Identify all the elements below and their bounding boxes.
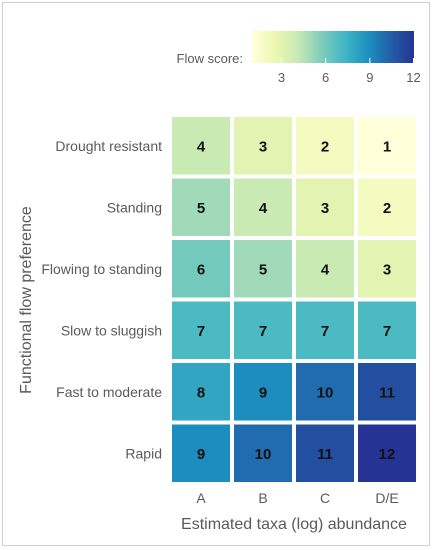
heatmap-cell (234, 363, 292, 421)
heatmap-cell (234, 240, 292, 298)
heatmap-cell (234, 424, 292, 482)
heatmap-cell (358, 240, 416, 298)
y-axis-title: Functional flow preference (18, 206, 35, 394)
heatmap-cell (172, 178, 230, 236)
heatmap-cell (296, 117, 354, 175)
legend-tick-label: 12 (406, 70, 420, 85)
y-tick-label: Rapid (125, 445, 162, 461)
cell-value-label: 9 (259, 384, 267, 401)
heatmap-cell (172, 363, 230, 421)
heatmap-cell (296, 301, 354, 359)
heatmap-cell (234, 301, 292, 359)
y-tick-label: Drought resistant (55, 138, 162, 154)
cell-value-label: 11 (317, 446, 333, 463)
cell-value-label: 5 (197, 200, 205, 217)
cell-value-label: 3 (383, 261, 391, 278)
cell-value-label: 2 (383, 200, 391, 217)
cell-value-label: 9 (197, 446, 205, 463)
cell-value-label: 7 (259, 323, 267, 340)
heatmap-cell (172, 117, 230, 175)
x-tick-label: A (196, 490, 206, 506)
heatmap-cell (358, 424, 416, 482)
cell-value-label: 4 (259, 200, 268, 217)
heatmap-cell (296, 424, 354, 482)
cell-value-label: 3 (259, 138, 267, 155)
heatmap-cell (358, 363, 416, 421)
cell-value-label: 6 (197, 261, 205, 278)
cell-value-label: 1 (383, 138, 391, 155)
cell-value-label: 11 (379, 384, 395, 401)
cell-value-label: 10 (255, 446, 272, 463)
cell-value-label: 7 (383, 323, 391, 340)
legend-title: Flow score: (177, 51, 243, 66)
x-tick-labels: A B C D/E (196, 490, 398, 506)
cell-value-label: 4 (197, 138, 206, 155)
cell-value-label: 8 (197, 384, 205, 401)
x-tick-label: D/E (375, 490, 398, 506)
y-tick-label: Slow to sluggish (61, 322, 162, 338)
y-tick-label: Flowing to standing (41, 261, 162, 277)
heatmap-cell (234, 178, 292, 236)
heatmap-cell (296, 240, 354, 298)
cell-value-label: 4 (321, 261, 330, 278)
legend-tick-label: 9 (366, 70, 373, 85)
cell-value-label: 2 (321, 138, 329, 155)
legend-tick-label: 6 (322, 70, 329, 85)
legend-colorbar (252, 31, 414, 63)
x-tick-label: C (320, 490, 330, 506)
heatmap-cell (296, 363, 354, 421)
cell-value-label: 3 (321, 200, 329, 217)
legend: Flow score: 3 6 9 12 (177, 31, 421, 85)
y-tick-label: Fast to moderate (56, 384, 162, 400)
heatmap-cell (172, 240, 230, 298)
heatmap-cell (234, 117, 292, 175)
heatmap-cell (358, 117, 416, 175)
x-axis-title: Estimated taxa (log) abundance (181, 516, 407, 533)
cell-value-label: 5 (259, 261, 267, 278)
x-tick-label: B (258, 490, 267, 506)
y-tick-labels: Drought resistant Standing Flowing to stan… (41, 138, 162, 462)
heatmap-cell (172, 424, 230, 482)
cell-value-label: 10 (317, 384, 334, 401)
cell-value-label: 7 (321, 323, 329, 340)
y-tick-label: Standing (107, 199, 162, 215)
heatmap-cell (296, 178, 354, 236)
cell-value-label: 7 (197, 323, 205, 340)
heatmap-cell (358, 301, 416, 359)
cell-value-label: 12 (379, 446, 396, 463)
heatmap-cell (172, 301, 230, 359)
legend-tick-label: 3 (278, 70, 285, 85)
heatmap-cells: 4 3 2 1 5 4 3 2 6 5 4 3 7 7 7 7 8 9 10 11 9 10 11 12 (172, 117, 416, 482)
heatmap-cell (358, 178, 416, 236)
